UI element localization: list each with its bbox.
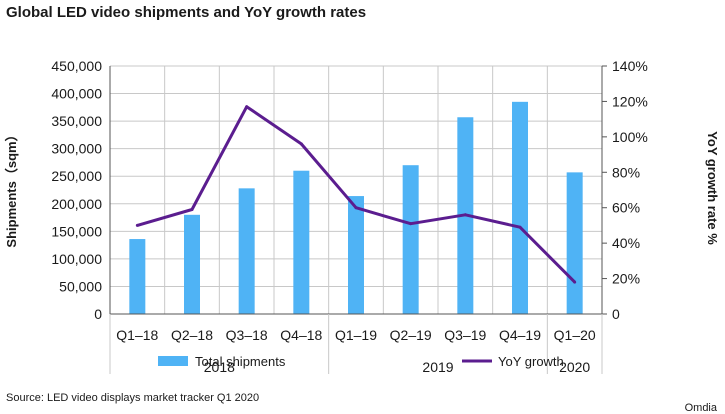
year-label: 2020 <box>559 359 590 375</box>
right-tick-label: 20% <box>612 271 640 287</box>
category-label: Q4–18 <box>280 327 322 343</box>
growth-line-layer <box>135 105 577 284</box>
growth-point <box>135 223 139 227</box>
left-tick-label: 350,000 <box>51 113 102 129</box>
year-labels: 2018 2019 2020 <box>109 314 603 375</box>
right-axis-ticks: 0 20% 40% 60% 80% 100% 120% 140% <box>612 58 648 322</box>
right-tick-label: 120% <box>612 93 648 109</box>
growth-point <box>354 206 358 210</box>
left-tick-label: 150,000 <box>51 223 102 239</box>
category-label: Q3–19 <box>444 327 486 343</box>
right-tick-label: 60% <box>612 200 640 216</box>
bar <box>402 165 419 314</box>
legend-yoy-growth: YoY growth <box>498 354 564 369</box>
growth-point <box>463 213 467 217</box>
category-label: Q1–18 <box>116 327 158 343</box>
bars <box>129 101 583 315</box>
left-tick-label: 0 <box>94 306 102 322</box>
axes <box>109 65 607 315</box>
year-label: 2018 <box>204 359 235 375</box>
growth-point <box>409 222 413 226</box>
right-tick-label: 140% <box>612 58 648 74</box>
growth-point <box>245 105 249 109</box>
category-label: Q1–19 <box>335 327 377 343</box>
legend: Total shipments YoY growth <box>158 354 564 369</box>
bar <box>238 188 255 314</box>
legend-total-shipments: Total shipments <box>195 354 286 369</box>
right-tick-label: 80% <box>612 164 640 180</box>
bar <box>512 101 528 314</box>
bar <box>348 196 364 314</box>
bar <box>566 172 583 314</box>
category-label: Q2–19 <box>390 327 432 343</box>
left-tick-label: 100,000 <box>51 251 102 267</box>
growth-point <box>518 225 522 229</box>
source-note: Source: LED video displays market tracke… <box>6 392 259 404</box>
legend-bar-swatch <box>158 356 188 366</box>
category-label: Q2–18 <box>171 327 213 343</box>
year-label: 2019 <box>422 359 453 375</box>
left-tick-label: 50,000 <box>59 278 102 294</box>
category-label: Q4–19 <box>499 327 541 343</box>
growth-point <box>190 207 194 211</box>
right-tick-label: 0 <box>612 306 620 322</box>
category-label: Q3–18 <box>226 327 268 343</box>
left-axis-title: Shipments（sqm） <box>4 128 19 247</box>
right-tick-label: 100% <box>612 129 648 145</box>
left-tick-label: 400,000 <box>51 86 102 102</box>
right-tick-label: 40% <box>612 235 640 251</box>
left-tick-label: 250,000 <box>51 168 102 184</box>
bar <box>129 239 146 314</box>
left-tick-label: 200,000 <box>51 196 102 212</box>
right-axis-title: YoY growth rate % <box>705 131 720 245</box>
brand-label: Omdia <box>685 402 718 414</box>
category-labels: Q1–18 Q2–18 Q3–18 Q4–18 Q1–19 Q2–19 Q3–19 Q4–19… <box>116 327 596 343</box>
category-label: Q1–20 <box>554 327 596 343</box>
bar <box>293 170 310 314</box>
growth-point <box>573 280 577 284</box>
chart-title: Global LED video shipments and YoY growt… <box>6 4 366 21</box>
bar <box>184 214 200 314</box>
left-tick-label: 300,000 <box>51 141 102 157</box>
left-axis-ticks: 0 50,000 100,000 150,000 200,000 250,000 300,0… <box>51 58 102 322</box>
growth-point <box>299 142 303 146</box>
left-tick-label: 450,000 <box>51 58 102 74</box>
